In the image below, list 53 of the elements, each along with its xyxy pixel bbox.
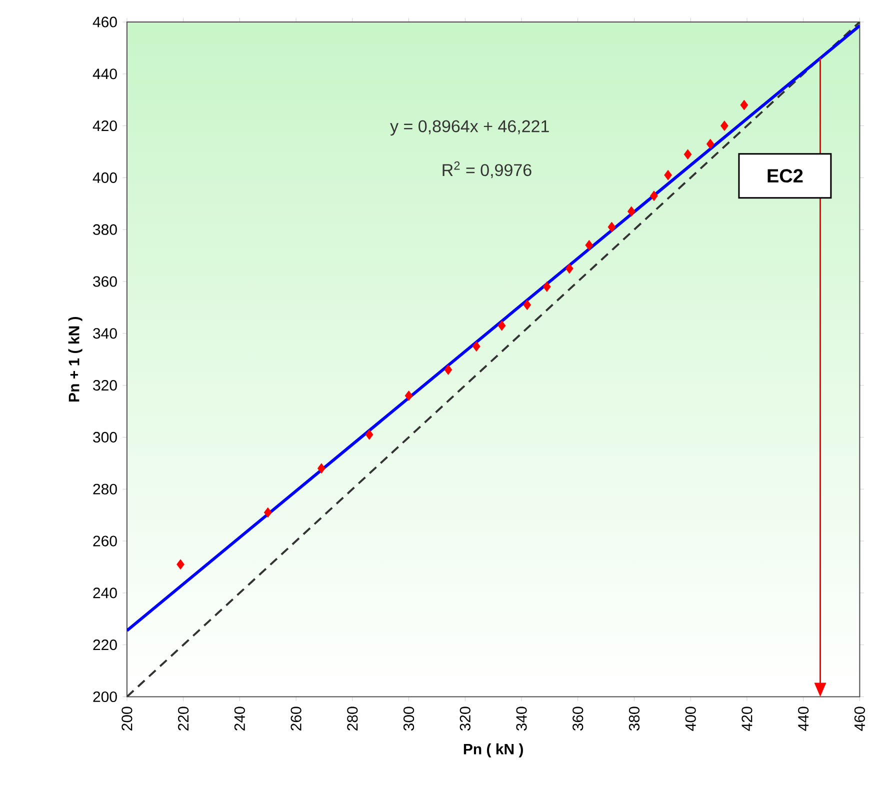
y-tick-label: 360	[93, 276, 117, 287]
x-tick-label: 200	[122, 706, 132, 731]
point	[706, 138, 714, 150]
point	[365, 430, 374, 440]
y-tick-label: 380	[93, 224, 117, 236]
point	[498, 320, 506, 331]
point	[664, 170, 672, 180]
y-axis-title: Pn + 1 ( kN )	[68, 317, 82, 402]
x-tick-label: 340	[516, 706, 527, 731]
x-tick-label: 260	[290, 706, 302, 731]
y-tick-label: 320	[93, 380, 117, 391]
x-tick-label: 400	[685, 706, 696, 732]
y-tick-label: 400	[92, 172, 117, 184]
y-tick-label: 220	[93, 640, 117, 650]
x-tick-label: 320	[460, 706, 470, 731]
point	[740, 100, 748, 110]
point	[176, 559, 184, 570]
y-tick-label: 460	[92, 16, 117, 28]
point	[542, 282, 551, 292]
point	[565, 263, 574, 274]
point	[472, 341, 480, 352]
y-tick-label: 200	[93, 692, 117, 702]
annotation: y = 0,8964x + 46,221	[390, 120, 549, 136]
x-tick-label: 300	[403, 706, 414, 731]
point	[264, 507, 272, 518]
point	[608, 222, 616, 232]
ref-line-label: EC2	[768, 169, 803, 183]
point	[684, 149, 692, 160]
y-tick-label: 240	[93, 588, 117, 598]
y-tick-label: 340	[93, 328, 117, 339]
y-tick-label: 420	[92, 120, 117, 132]
y-tick-label: 440	[92, 68, 117, 80]
x-tick-label: 380	[628, 706, 640, 731]
annotation: R$^{2}$ = 0,9976	[442, 162, 532, 178]
x-tick-label: 360	[572, 706, 584, 731]
y-tick-label: 280	[93, 484, 117, 495]
point	[404, 390, 413, 402]
point	[585, 240, 594, 251]
x-axis-title: Pn ( kN )	[464, 744, 523, 758]
point	[720, 120, 728, 132]
x-tick-label: 220	[178, 706, 189, 731]
x-tick-label: 440	[798, 706, 809, 732]
y-tick-label: 300	[93, 432, 117, 443]
point	[650, 190, 658, 202]
point	[444, 364, 452, 376]
x-tick-label: 240	[234, 706, 245, 731]
x-tick-label: 420	[742, 706, 752, 732]
point	[627, 206, 636, 217]
point	[523, 300, 532, 310]
point	[317, 463, 326, 474]
x-tick-label: 460	[854, 706, 865, 732]
x-tick-label: 280	[347, 706, 358, 731]
y-tick-label: 260	[93, 536, 117, 546]
